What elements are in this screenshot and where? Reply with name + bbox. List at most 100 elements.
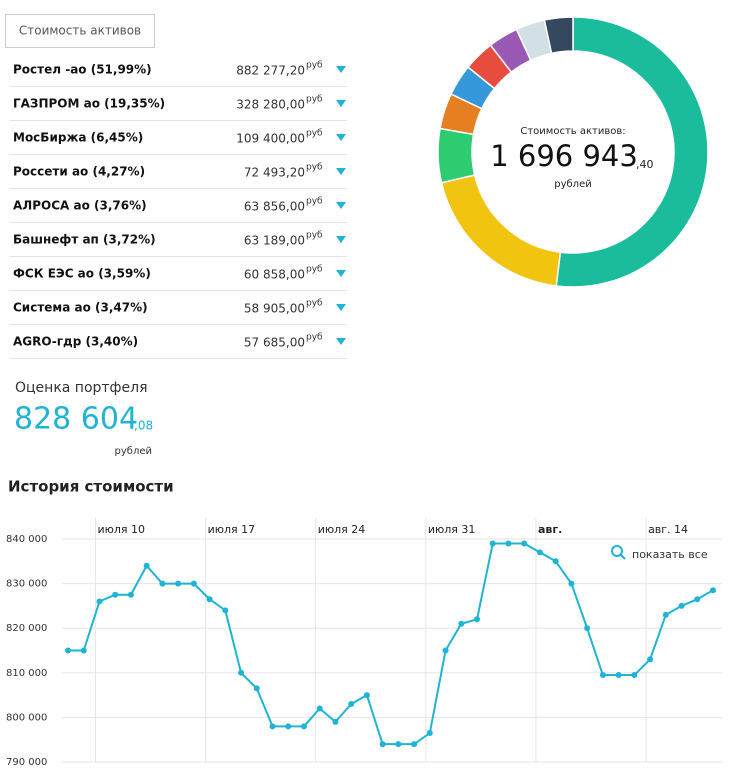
- holding-name: ФСК ЕЭС ао (3,59%): [13, 267, 151, 281]
- holding-name: Ростел -ао (51,99%): [13, 63, 152, 77]
- point: [348, 701, 355, 708]
- point: [269, 723, 276, 730]
- point: [442, 647, 449, 654]
- point: [521, 540, 528, 547]
- y-tick-label: 790 000: [6, 757, 47, 768]
- point: [631, 672, 638, 679]
- expand-arrow: [336, 134, 346, 141]
- point: [710, 587, 716, 594]
- donut-center-label: Стоимость активов:: [520, 126, 625, 137]
- expand-arrow: [336, 202, 346, 209]
- point: [411, 741, 418, 748]
- y-tick-label: 820 000: [6, 623, 47, 634]
- holding-currency: руб: [306, 129, 323, 139]
- y-tick-label: 830 000: [6, 579, 47, 590]
- point: [568, 580, 575, 587]
- y-tick-label: 840 000: [6, 534, 47, 545]
- point: [222, 607, 229, 614]
- portfolio-label: Оценка портфеля: [15, 380, 148, 396]
- holding-currency: руб: [306, 197, 323, 207]
- holding-currency: руб: [306, 163, 323, 173]
- x-tick-label: авг. 14: [648, 523, 688, 536]
- donut-segment: [555, 16, 709, 288]
- point: [127, 591, 134, 598]
- point: [206, 596, 213, 603]
- point: [143, 562, 150, 569]
- zoom-icon-handle: [620, 554, 626, 560]
- holding-amount: 882 277,20: [236, 64, 305, 78]
- portfolio-integer: 828 604: [14, 402, 138, 437]
- x-tick-label: июля 10: [97, 523, 145, 536]
- point: [505, 540, 512, 547]
- holding-name: AGRO-гдр (3,40%): [13, 335, 138, 349]
- point: [363, 692, 370, 699]
- holding-name: Система ао (3,47%): [13, 301, 148, 315]
- point: [112, 591, 119, 598]
- donut-total-decimal: ,40: [636, 158, 654, 171]
- point: [615, 672, 622, 679]
- expand-arrow: [336, 236, 346, 243]
- holding-name: МосБиржа (6,45%): [13, 131, 143, 145]
- point: [426, 730, 433, 737]
- point: [474, 616, 481, 623]
- point: [647, 656, 654, 663]
- holding-currency: руб: [306, 265, 323, 275]
- point: [253, 685, 260, 692]
- donut-segment: [437, 127, 476, 184]
- point: [662, 611, 669, 618]
- x-tick-label: июля 17: [208, 523, 256, 536]
- y-tick-label: 810 000: [6, 668, 47, 679]
- point: [332, 718, 339, 725]
- holding-amount: 57 685,00: [244, 336, 305, 350]
- history-title: История стоимости: [8, 478, 174, 496]
- point: [489, 540, 496, 547]
- portfolio-decimal: ,08: [134, 419, 153, 433]
- holding-name: ГАЗПРОМ ао (19,35%): [13, 97, 165, 111]
- donut-segment: [543, 16, 574, 55]
- holding-amount: 72 493,20: [244, 166, 305, 180]
- button[interactable]: Стоимость активов: [19, 24, 141, 38]
- holding-amount: 63 856,00: [244, 200, 305, 214]
- donut-total-integer: 1 696 943: [490, 139, 638, 173]
- expand-arrow: [336, 304, 346, 311]
- button-frame[interactable]: [5, 14, 155, 48]
- y-tick-label: 800 000: [6, 712, 47, 723]
- point: [316, 705, 323, 712]
- point: [379, 741, 386, 748]
- donut-total-unit: рублей: [554, 179, 591, 190]
- point: [536, 549, 543, 556]
- holding-amount: 60 858,00: [244, 268, 305, 282]
- zoom-reset[interactable]: показать все: [632, 548, 708, 561]
- holding-amount: 58 905,00: [244, 302, 305, 316]
- point: [190, 580, 197, 587]
- point: [694, 596, 701, 603]
- point: [96, 598, 103, 605]
- point: [395, 741, 402, 748]
- expand-arrow: [336, 338, 346, 345]
- expand-arrow: [336, 270, 346, 277]
- point: [175, 580, 182, 587]
- point: [80, 647, 87, 654]
- holding-currency: руб: [306, 231, 323, 241]
- x-tick-label: июля 24: [318, 523, 366, 536]
- point: [300, 723, 307, 730]
- value-line: [68, 542, 714, 746]
- holding-amount: 63 189,00: [244, 234, 305, 248]
- point: [552, 558, 559, 565]
- holding-amount: 328 280,00: [236, 98, 305, 112]
- holding-currency: руб: [306, 95, 323, 105]
- point: [599, 672, 606, 679]
- point: [584, 625, 591, 632]
- holding-currency: руб: [306, 61, 323, 71]
- holding-currency: руб: [306, 299, 323, 309]
- point: [65, 647, 71, 654]
- holding-currency: руб: [306, 333, 323, 343]
- expand-arrow: [336, 168, 346, 175]
- holding-amount: 109 400,00: [236, 132, 305, 146]
- expand-arrow: [336, 100, 346, 107]
- expand-arrow: [336, 66, 346, 73]
- x-tick-label: авг.: [538, 523, 562, 536]
- holding-name: Россети ао (4,27%): [13, 165, 145, 179]
- donut-segment: [440, 174, 562, 287]
